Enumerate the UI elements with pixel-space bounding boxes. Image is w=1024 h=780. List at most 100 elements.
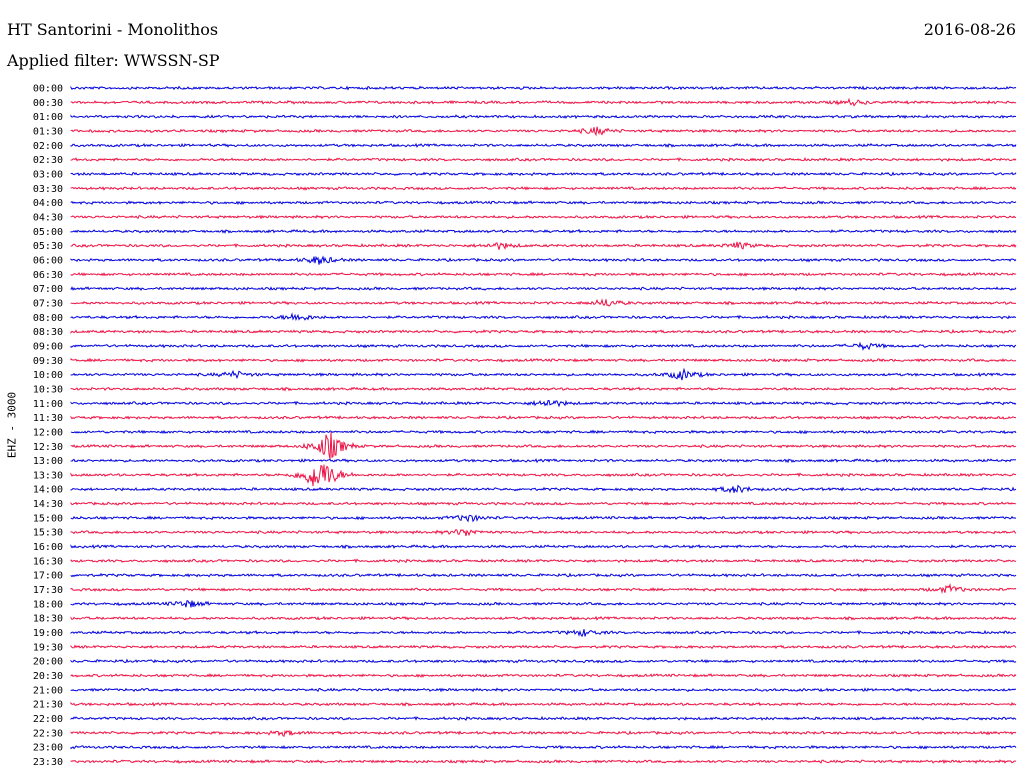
trace-line <box>70 673 1017 678</box>
row-time-label: 17:30 <box>33 585 63 596</box>
trace-line <box>70 528 1017 537</box>
trace-line <box>70 328 1017 335</box>
row-time-label: 11:00 <box>33 399 63 410</box>
trace-line <box>70 744 1017 750</box>
trace-line <box>70 85 1017 91</box>
filter-label: Applied filter: WWSSN-SP <box>7 51 220 70</box>
row-time-label: 16:30 <box>33 556 63 567</box>
row-time-label: 01:00 <box>33 112 63 123</box>
station-title: HT Santorini - Monolithos <box>7 20 219 39</box>
trace-line <box>70 615 1017 621</box>
trace-line <box>70 386 1017 392</box>
trace-line <box>70 759 1017 765</box>
row-time-label: 21:00 <box>33 685 63 696</box>
trace-line <box>70 484 1017 494</box>
row-time-label: 03:00 <box>33 169 63 180</box>
row-time-label: 16:00 <box>33 542 63 553</box>
trace-line <box>70 458 1017 464</box>
row-time-label: 22:00 <box>33 714 63 725</box>
row-time-label: 21:30 <box>33 700 63 711</box>
row-time-label: 06:30 <box>33 270 63 281</box>
trace-line <box>70 629 1017 638</box>
row-time-label: 09:00 <box>33 341 63 352</box>
trace-line <box>70 399 1017 408</box>
row-time-label: 12:30 <box>33 442 63 453</box>
trace-line <box>70 644 1017 650</box>
trace-line <box>70 558 1017 564</box>
trace-line <box>70 298 1017 307</box>
trace-line <box>70 514 1017 523</box>
trace-line <box>70 271 1017 277</box>
trace-line <box>70 432 1017 460</box>
trace-line <box>70 572 1017 578</box>
trace-line <box>70 286 1017 292</box>
trace-line <box>70 255 1017 265</box>
trace-line <box>70 544 1017 550</box>
row-time-label: 00:00 <box>33 84 63 95</box>
row-time-label: 14:30 <box>33 499 63 510</box>
trace-line <box>70 241 1017 250</box>
row-time-label: 05:30 <box>33 241 63 252</box>
trace-line <box>70 185 1017 191</box>
trace-line <box>70 464 1017 487</box>
row-time-label: 02:30 <box>33 155 63 166</box>
row-time-label: 19:30 <box>33 642 63 653</box>
trace-line <box>70 367 1017 381</box>
row-time-label: 13:30 <box>33 470 63 481</box>
trace-line <box>70 687 1017 693</box>
trace-line <box>70 157 1017 163</box>
trace-line <box>70 501 1017 507</box>
row-time-label: 20:00 <box>33 657 63 668</box>
trace-line <box>70 729 1017 737</box>
trace-line <box>70 114 1017 120</box>
row-time-label: 17:00 <box>33 571 63 582</box>
trace-line <box>70 429 1017 435</box>
row-time-label: 09:30 <box>33 356 63 367</box>
trace-line <box>70 600 1017 608</box>
trace-line <box>70 715 1017 721</box>
row-time-label: 02:00 <box>33 141 63 152</box>
row-time-label: 10:00 <box>33 370 63 381</box>
record-date: 2016-08-26 <box>923 20 1016 39</box>
row-time-label: 23:00 <box>33 743 63 754</box>
trace-line <box>70 142 1017 149</box>
row-time-label: 15:00 <box>33 513 63 524</box>
trace-line <box>70 341 1017 351</box>
row-time-label: 15:30 <box>33 528 63 539</box>
row-time-label: 18:30 <box>33 614 63 625</box>
row-time-label: 19:00 <box>33 628 63 639</box>
row-time-label: 07:00 <box>33 284 63 295</box>
row-time-label: 11:30 <box>33 413 63 424</box>
row-time-label: 14:00 <box>33 485 63 496</box>
trace-line <box>70 658 1017 664</box>
row-time-label: 08:00 <box>33 313 63 324</box>
row-time-label: 20:30 <box>33 671 63 682</box>
trace-line <box>70 357 1017 363</box>
row-time-label: 00:30 <box>33 98 63 109</box>
row-time-label: 04:30 <box>33 212 63 223</box>
row-time-label: 12:00 <box>33 427 63 438</box>
row-time-label: 10:30 <box>33 384 63 395</box>
row-time-label: 22:30 <box>33 728 63 739</box>
trace-line <box>70 126 1017 137</box>
trace-line <box>70 214 1017 220</box>
trace-line <box>70 97 1017 107</box>
trace-line <box>70 582 1017 594</box>
row-time-label: 05:00 <box>33 227 63 238</box>
row-time-label: 04:00 <box>33 198 63 209</box>
row-time-label: 03:30 <box>33 184 63 195</box>
row-time-label: 08:30 <box>33 327 63 338</box>
row-time-label: 18:00 <box>33 599 63 610</box>
row-time-label: 06:00 <box>33 255 63 266</box>
trace-line <box>70 200 1017 206</box>
trace-line <box>70 701 1017 707</box>
row-time-label: 07:30 <box>33 298 63 309</box>
row-time-label: 13:00 <box>33 456 63 467</box>
row-time-label: 01:30 <box>33 126 63 137</box>
row-time-label: 23:30 <box>33 757 63 768</box>
trace-line <box>70 171 1017 177</box>
trace-line <box>70 312 1017 322</box>
trace-line <box>70 228 1017 234</box>
trace-line <box>70 414 1017 421</box>
